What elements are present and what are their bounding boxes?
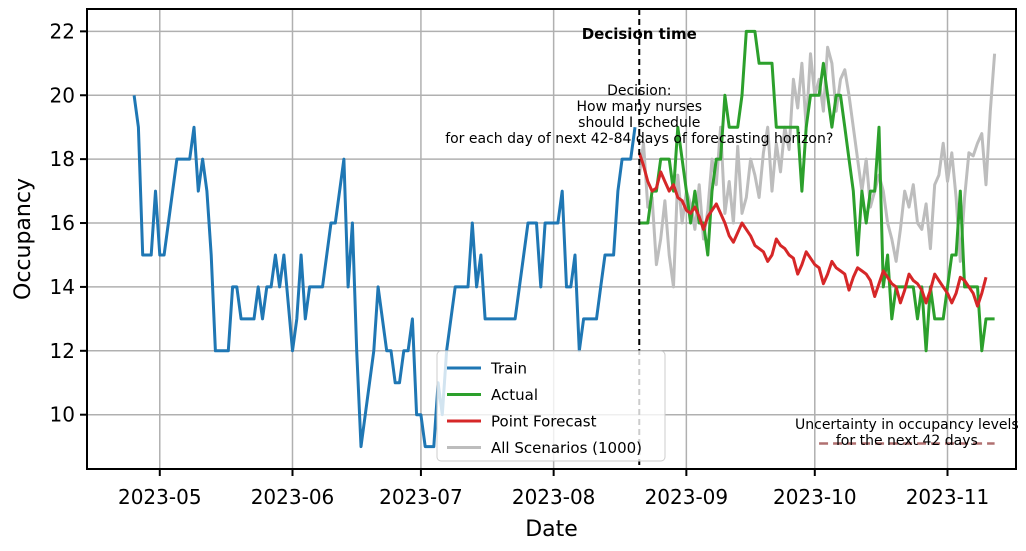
x-tick-label: 2023-06 [251, 485, 335, 509]
x-tick-label: 2023-07 [379, 485, 463, 509]
y-axis-title: Occupancy [11, 178, 36, 300]
x-tick-label: 2023-09 [645, 485, 729, 509]
plot-frame [86, 8, 1017, 470]
decision-question-line: for each day of next 42-84 days of forec… [445, 131, 833, 147]
series-line-all-scenarios-1000 [637, 45, 997, 289]
decision-time-label: Decision time [582, 25, 697, 43]
x-axis-title: Date [525, 517, 578, 542]
legend-label-actual: Actual [491, 386, 538, 404]
y-tick-label: 10 [50, 403, 75, 427]
decision-question-line: should I schedule [578, 115, 700, 131]
x-tick-label: 2023-11 [906, 485, 990, 509]
legend-label-train: Train [490, 360, 527, 378]
axis-ticks: 10 12 14 16 18 20 22 2023-05 2023-06 2023-07 2023-… [50, 19, 990, 509]
annotations: Decision time Decision:How many nursessh… [445, 25, 1018, 449]
uncertainty-label-line: Uncertainty in occupancy levels [795, 417, 1019, 433]
y-tick-label: 18 [50, 147, 75, 171]
decision-question-line: Decision: [607, 83, 671, 99]
series-layer [132, 29, 997, 449]
y-tick-label: 12 [50, 339, 75, 363]
uncertainty-label-line: for the next 42 days [836, 433, 978, 449]
decision-question-line: How many nurses [576, 99, 702, 115]
x-tick-label: 2023-10 [773, 485, 857, 509]
series-line-train [132, 95, 637, 449]
legend-box [436, 350, 666, 462]
y-tick-label: 20 [50, 83, 75, 107]
y-tick-label: 16 [50, 211, 75, 235]
x-tick-label: 2023-08 [512, 485, 596, 509]
x-tick-label: 2023-05 [118, 485, 202, 509]
y-tick-label: 22 [50, 19, 75, 43]
legend-label-point-forecast: Point Forecast [491, 413, 597, 431]
y-tick-label: 14 [50, 275, 75, 299]
legend: Train Actual Point Forecast All Scenarios (… [436, 350, 666, 462]
legend-label-all-scenarios-1000: All Scenarios (1000) [491, 439, 642, 457]
series-line-point-forecast [637, 152, 988, 308]
